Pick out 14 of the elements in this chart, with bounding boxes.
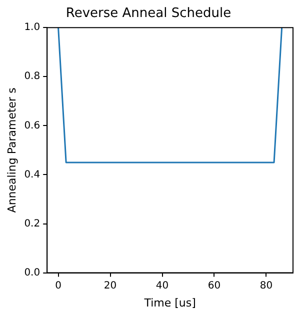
y-tick-label: 0.0 (24, 267, 40, 278)
y-tick-label: 0.6 (24, 120, 40, 132)
x-axis-title: Time [us] (143, 296, 196, 310)
x-tick-label: 60 (208, 280, 221, 292)
y-axis-title: Annealing Parameter s (5, 87, 18, 213)
y-tick-label: 0.2 (24, 218, 40, 230)
y-tick-label: 0.8 (24, 71, 40, 82)
chart-title: Reverse Anneal Schedule (66, 6, 232, 22)
y-tick-label: 0.4 (24, 169, 40, 180)
x-tick-label: 80 (260, 280, 273, 292)
x-tick-label: 0 (55, 280, 62, 292)
x-tick-label: 20 (104, 280, 117, 292)
x-tick-label: 40 (156, 280, 169, 292)
y-tick-label: 1.0 (24, 22, 40, 34)
